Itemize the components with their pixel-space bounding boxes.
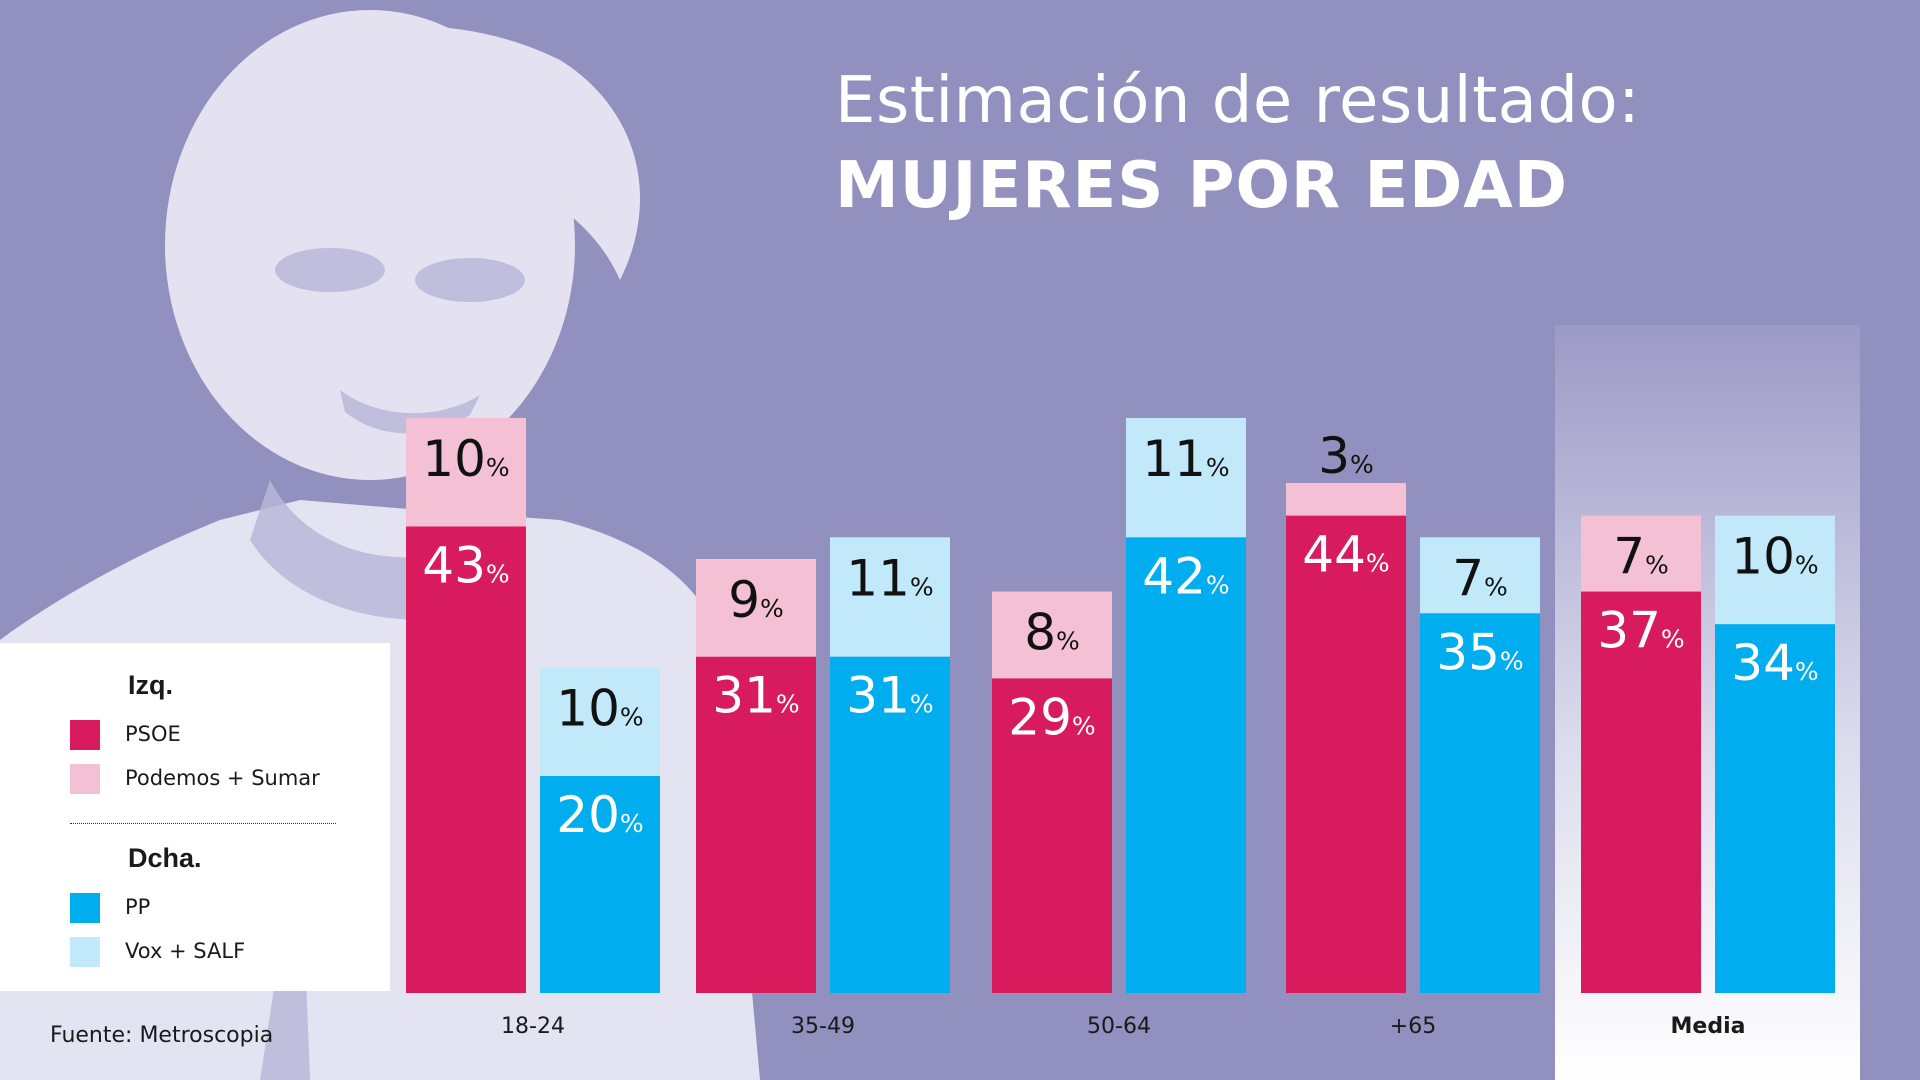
bar-pp-media — [1715, 624, 1835, 993]
label-pp-18-24: 20% — [556, 786, 643, 844]
label-podemos-sumar-18-24: 10% — [422, 430, 509, 488]
bar-pp-50-64 — [1126, 537, 1246, 993]
legend-group-right-title: Dcha. — [128, 843, 202, 873]
label-vox-salf-65: 7% — [1452, 549, 1508, 607]
legend-divider — [70, 823, 336, 824]
label-pp-65: 35% — [1436, 623, 1523, 681]
label-vox-salf-media: 10% — [1731, 528, 1818, 586]
chart-title-line1: Estimación de resultado: — [835, 64, 1641, 138]
legend-label-psoe: PSOE — [125, 722, 181, 746]
label-psoe-18-24: 43% — [422, 536, 509, 594]
legend-swatch-pp — [70, 893, 100, 923]
label-podemos-sumar-65: 3% — [1318, 427, 1374, 485]
x-tick-label-18-24: 18-24 — [501, 1014, 565, 1039]
legend-group-left-title: Izq. — [128, 670, 173, 700]
label-vox-salf-18-24: 10% — [556, 680, 643, 738]
chart-title-line2: MUJERES POR EDAD — [835, 149, 1568, 223]
bar-podemos-sumar-media — [1581, 515, 1701, 592]
bar-pp-65 — [1420, 613, 1540, 993]
label-podemos-sumar-50-64: 8% — [1024, 604, 1080, 662]
label-podemos-sumar-media: 7% — [1613, 528, 1669, 586]
label-pp-media: 34% — [1731, 634, 1818, 692]
x-tick-label-35-49: 35-49 — [791, 1014, 855, 1039]
label-psoe-35-49: 31% — [712, 667, 799, 725]
legend-label-pp: PP — [125, 895, 151, 919]
x-tick-label-65: +65 — [1390, 1014, 1436, 1039]
legend-swatch-psoe — [70, 720, 100, 750]
bar-podemos-sumar-65 — [1286, 483, 1406, 516]
legend-label-vox-salf: Vox + SALF — [125, 939, 246, 963]
label-psoe-media: 37% — [1597, 602, 1684, 660]
legend-swatch-vox-salf — [70, 937, 100, 967]
label-vox-salf-50-64: 11% — [1142, 430, 1229, 488]
label-psoe-65: 44% — [1302, 526, 1389, 584]
label-podemos-sumar-35-49: 9% — [728, 571, 784, 629]
legend: Izq. PSOE Podemos + Sumar Dcha. PP Vox +… — [0, 643, 390, 991]
bar-psoe-18-24 — [406, 526, 526, 993]
bar-psoe-65 — [1286, 515, 1406, 993]
bar-pp-35-49 — [830, 656, 950, 993]
bar-podemos-sumar-18-24 — [406, 417, 526, 527]
label-psoe-50-64: 29% — [1008, 688, 1095, 746]
bar-pp-18-24 — [540, 776, 660, 993]
legend-label-podemos-sumar: Podemos + Sumar — [125, 766, 320, 790]
x-tick-label-50-64: 50-64 — [1087, 1014, 1151, 1039]
label-pp-50-64: 42% — [1142, 547, 1229, 605]
source-note: Fuente: Metroscopia — [50, 1023, 274, 1048]
bar-vox-salf-media — [1715, 515, 1835, 625]
bar-vox-salf-35-49 — [830, 537, 950, 657]
bar-psoe-media — [1581, 591, 1701, 993]
label-pp-35-49: 31% — [846, 667, 933, 725]
bar-podemos-sumar-50-64 — [992, 591, 1112, 679]
bar-vox-salf-50-64 — [1126, 417, 1246, 538]
x-tick-label-media: Media — [1671, 1014, 1746, 1039]
bar-vox-salf-18-24 — [540, 667, 660, 776]
label-vox-salf-35-49: 11% — [846, 549, 933, 607]
bar-psoe-50-64 — [992, 678, 1112, 993]
bar-podemos-sumar-35-49 — [696, 559, 816, 657]
bar-psoe-35-49 — [696, 656, 816, 993]
chart-title: Estimación de resultado: MUJERES POR EDA… — [835, 60, 1640, 230]
legend-swatch-podemos-sumar — [70, 764, 100, 794]
bar-vox-salf-65 — [1420, 537, 1540, 614]
